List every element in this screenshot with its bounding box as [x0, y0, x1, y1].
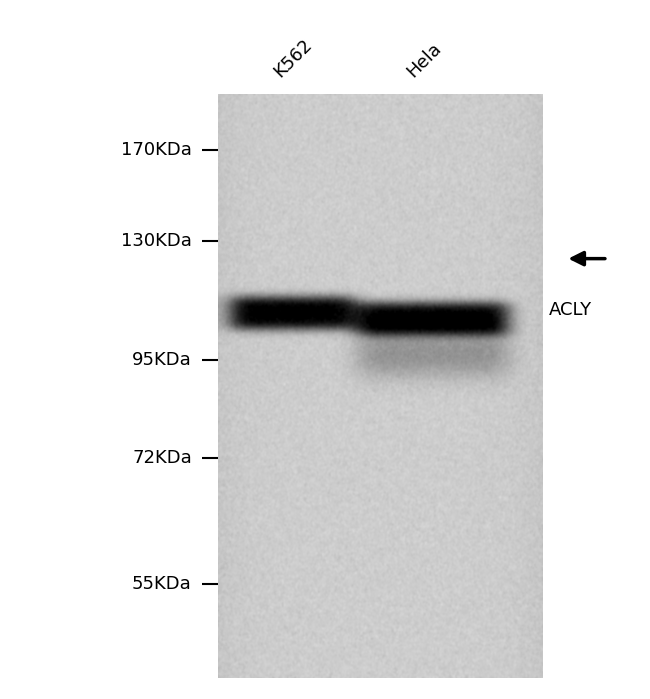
Text: K562: K562: [270, 35, 315, 80]
Text: ACLY: ACLY: [549, 301, 592, 319]
Text: 95KDa: 95KDa: [132, 351, 192, 369]
Text: 72KDa: 72KDa: [132, 449, 192, 467]
Text: Hela: Hela: [403, 38, 445, 80]
Text: 130KDa: 130KDa: [121, 232, 192, 250]
Text: 55KDa: 55KDa: [132, 575, 192, 593]
Text: 170KDa: 170KDa: [121, 141, 192, 159]
